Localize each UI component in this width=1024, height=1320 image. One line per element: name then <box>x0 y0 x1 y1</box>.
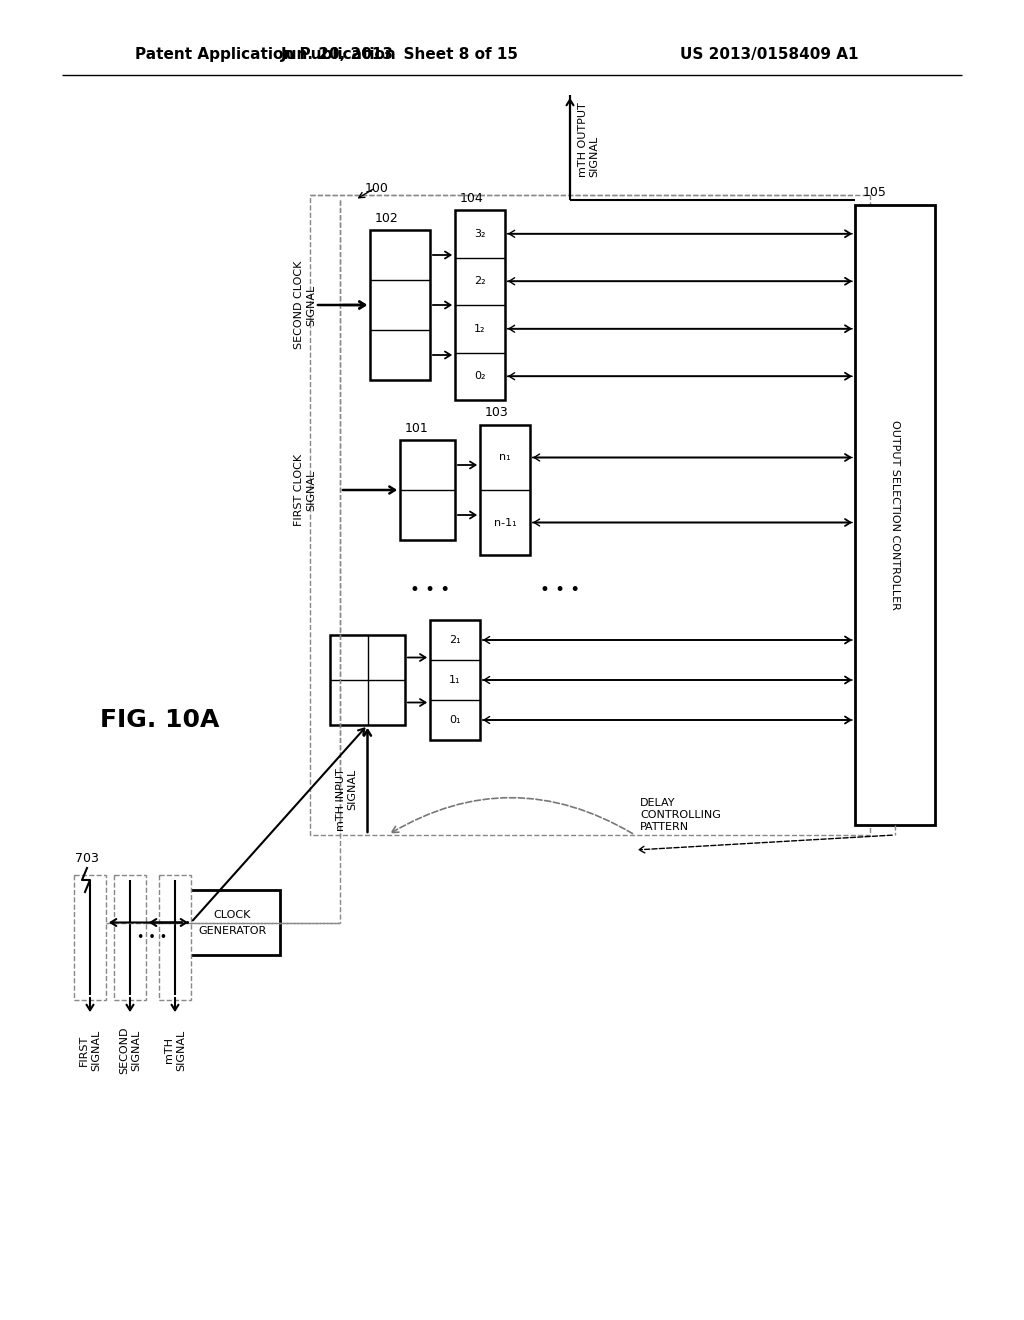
Text: • • •: • • • <box>540 581 580 599</box>
Bar <box>370 230 430 380</box>
Bar <box>430 620 480 741</box>
Text: FIRST CLOCK
SIGNAL: FIRST CLOCK SIGNAL <box>294 454 315 527</box>
Bar <box>480 425 530 554</box>
Text: Patent Application Publication: Patent Application Publication <box>135 48 395 62</box>
Bar <box>114 875 146 1001</box>
Text: 0₁: 0₁ <box>450 715 461 725</box>
FancyArrowPatch shape <box>391 797 633 833</box>
Bar <box>330 635 406 725</box>
Text: Jun. 20, 2013  Sheet 8 of 15: Jun. 20, 2013 Sheet 8 of 15 <box>281 48 519 62</box>
Text: 103: 103 <box>485 407 509 420</box>
Text: • • •: • • • <box>137 931 168 944</box>
Text: • • •: • • • <box>410 581 451 599</box>
Bar <box>74 875 106 1001</box>
Text: mTH OUTPUT
SIGNAL: mTH OUTPUT SIGNAL <box>578 103 600 177</box>
Text: 703: 703 <box>75 851 99 865</box>
Text: 100: 100 <box>365 181 389 194</box>
Text: 105: 105 <box>863 186 887 199</box>
Text: FIRST
SIGNAL: FIRST SIGNAL <box>79 1030 100 1071</box>
Text: CLOCK: CLOCK <box>214 909 251 920</box>
Text: 1₂: 1₂ <box>474 323 485 334</box>
Text: 3₂: 3₂ <box>474 228 485 239</box>
Bar <box>400 440 455 540</box>
Text: 2₁: 2₁ <box>450 635 461 645</box>
Bar <box>310 195 870 836</box>
Text: mTH INPUT
SIGNAL: mTH INPUT SIGNAL <box>336 768 357 832</box>
Text: 2₂: 2₂ <box>474 276 485 286</box>
Text: 1₁: 1₁ <box>450 675 461 685</box>
Bar <box>159 875 191 1001</box>
Text: SECOND CLOCK
SIGNAL: SECOND CLOCK SIGNAL <box>294 261 315 350</box>
Text: 102: 102 <box>375 211 398 224</box>
Text: mTH
SIGNAL: mTH SIGNAL <box>164 1030 185 1071</box>
Text: 101: 101 <box>406 421 429 434</box>
Text: n₁: n₁ <box>499 453 511 462</box>
Text: OUTPUT SELECTION CONTROLLER: OUTPUT SELECTION CONTROLLER <box>890 420 900 610</box>
Text: 104: 104 <box>460 191 483 205</box>
Bar <box>185 890 280 954</box>
Text: 0₂: 0₂ <box>474 371 485 381</box>
Bar <box>455 210 505 400</box>
Text: US 2013/0158409 A1: US 2013/0158409 A1 <box>680 48 858 62</box>
Text: GENERATOR: GENERATOR <box>199 925 266 936</box>
Text: DELAY
CONTROLLING
PATTERN: DELAY CONTROLLING PATTERN <box>640 799 721 832</box>
Text: SECOND
SIGNAL: SECOND SIGNAL <box>119 1026 141 1073</box>
Bar <box>855 205 935 825</box>
Text: n-1₁: n-1₁ <box>494 517 516 528</box>
Text: FIG. 10A: FIG. 10A <box>100 708 219 733</box>
